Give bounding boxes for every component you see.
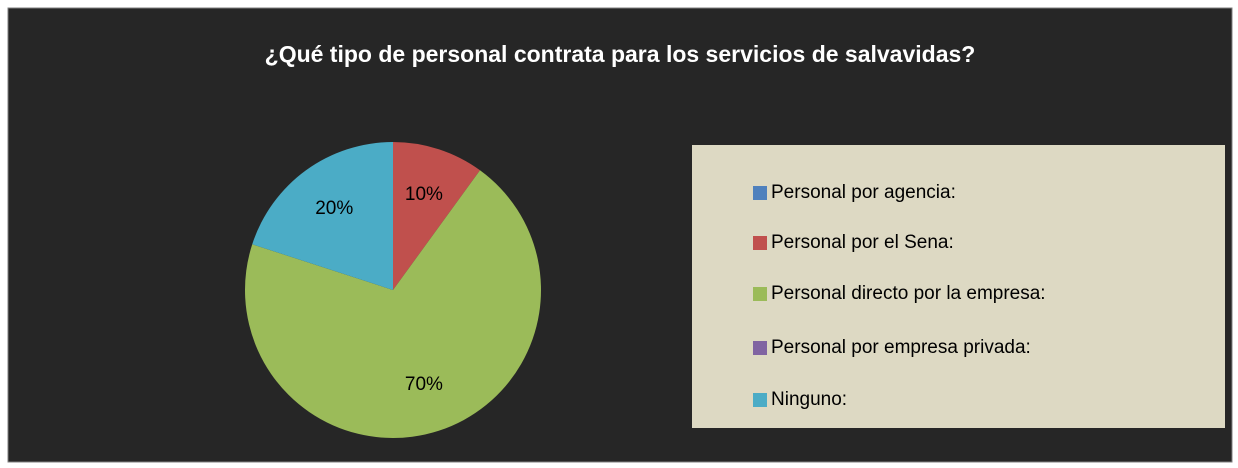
chart-title: ¿Qué tipo de personal contrata para los … [265,41,976,67]
legend-swatch [753,393,767,407]
data-label: 20% [315,198,353,219]
legend-swatch [753,287,767,301]
legend-swatch [753,186,767,200]
legend-label: Personal por agencia: [771,182,956,203]
legend-label: Personal por el Sena: [771,232,954,253]
pie-slice [393,142,480,290]
legend-label: Personal por empresa privada: [771,337,1031,358]
legend-label: Ninguno: [771,389,847,410]
legend-label: Personal directo por la empresa: [771,283,1046,304]
pie-slice [244,170,541,438]
legend-swatch [753,341,767,355]
data-label: 70% [405,374,443,395]
legend [692,145,1225,428]
data-label: 10% [405,184,443,205]
legend-swatch [753,236,767,250]
pie-slice [252,142,393,290]
